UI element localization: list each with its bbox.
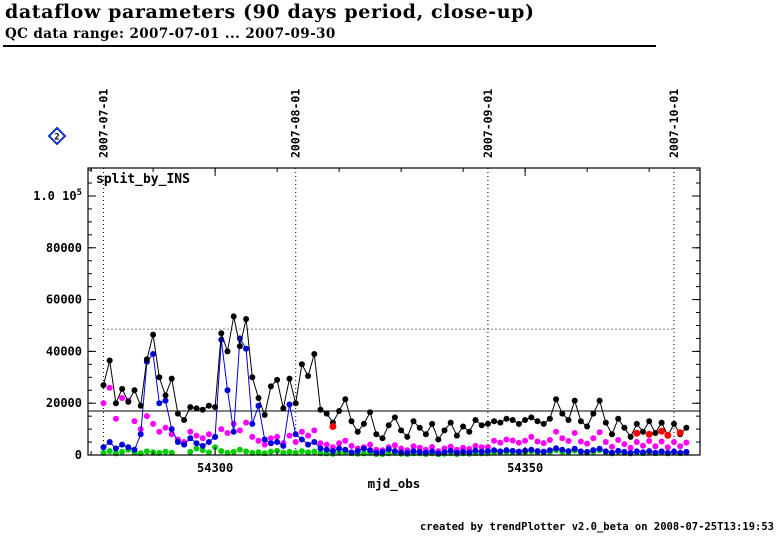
y-tick-label: 40000 [46, 344, 82, 358]
y-tick-label: 60000 [46, 293, 82, 307]
qc-data-range: QC data range: 2007-07-01 ... 2007-09-30 [5, 26, 336, 42]
y-tick-label: 80000 [46, 241, 82, 255]
series-blue [100, 335, 690, 457]
plot-area: 2007-07-01 2007-08-01 2007-09-01 2007-10-01… [33, 89, 701, 475]
plot-inset-label: split_by_INS [96, 172, 190, 187]
x-tick-label: 54300 [197, 461, 233, 475]
y-tick-label: 1.0 105 [33, 188, 82, 203]
top-axis-date-label: 2007-07-01 [97, 89, 111, 158]
y-tick-label: 20000 [46, 396, 82, 410]
legend-diamond-icon: 2 [47, 126, 67, 146]
page-title: dataflow parameters (90 days period, clo… [5, 1, 535, 23]
plot-frame [87, 167, 701, 456]
diamond-outline [47, 126, 67, 146]
top-axis-date-label: 2007-10-01 [667, 89, 681, 158]
series-black [100, 313, 690, 443]
series-magenta [100, 384, 690, 455]
x-axis-label: mjd_obs [368, 476, 421, 492]
credit-text: created by trendPlotter v2.0_beta on 200… [419, 521, 774, 533]
x-tick-label: 54350 [507, 461, 543, 475]
legend-marker-label: 2 [54, 133, 59, 143]
y-tick-label: 0 [75, 448, 82, 462]
top-axis-date-label: 2007-09-01 [481, 89, 495, 158]
series-red [329, 423, 684, 439]
top-axis-date-label: 2007-08-01 [289, 89, 303, 158]
header-divider [3, 45, 656, 47]
